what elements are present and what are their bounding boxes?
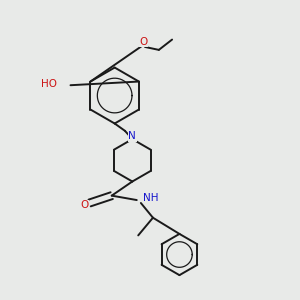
Text: O: O xyxy=(140,37,148,47)
Text: NH: NH xyxy=(143,193,159,203)
Text: O: O xyxy=(80,200,88,210)
Text: N: N xyxy=(128,131,136,141)
Text: HO: HO xyxy=(41,79,57,89)
